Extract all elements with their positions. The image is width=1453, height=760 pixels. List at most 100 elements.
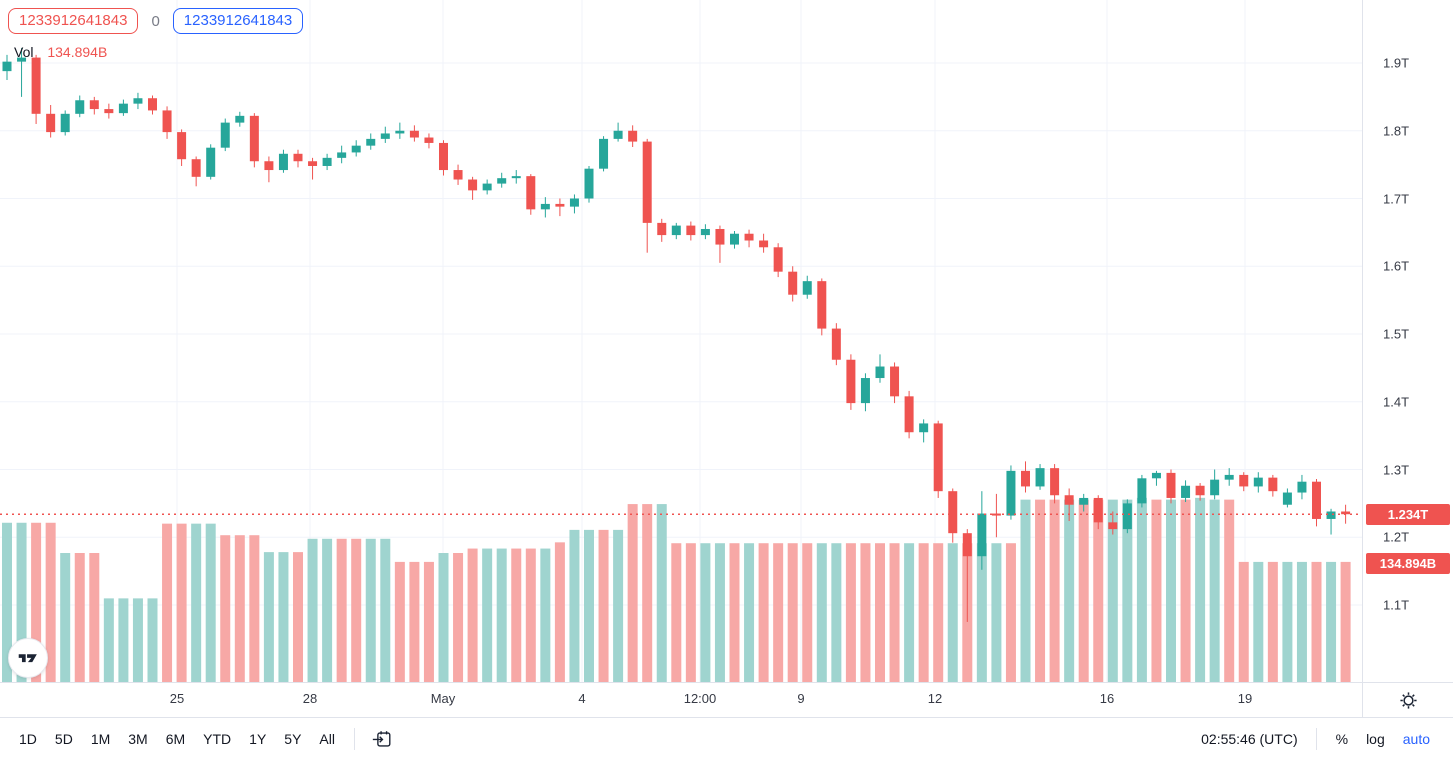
candle <box>1108 511 1118 535</box>
source-badge-red[interactable]: 1233912641843 <box>8 8 139 34</box>
candle <box>162 106 172 139</box>
toolbar-right: 02:55:46 (UTC) % log auto <box>1201 726 1439 752</box>
range-button-6m[interactable]: 6M <box>157 726 194 752</box>
volume-bar <box>1195 497 1206 682</box>
chart-pane[interactable]: 1233912641843 0 1233912641843 Vol 134.89… <box>0 0 1362 682</box>
x-axis-label: 12 <box>927 691 943 706</box>
volume-bar <box>1311 561 1322 682</box>
candlestick-chart[interactable] <box>0 0 1362 682</box>
volume-bar <box>263 552 274 682</box>
volume-bar <box>1107 499 1118 682</box>
log-scale-button[interactable]: log <box>1357 726 1394 752</box>
candle <box>846 354 856 410</box>
toolbar-ranges: 1D 5D 1M 3M 6M YTD 1Y 5Y All <box>10 725 399 753</box>
volume-bar <box>1224 499 1235 682</box>
volume-bar <box>1267 561 1278 682</box>
volume-bar <box>1340 561 1351 682</box>
volume-bar <box>162 523 173 682</box>
volume-bar <box>147 598 158 682</box>
volume-bar <box>1209 499 1220 682</box>
volume-bars <box>2 497 1351 682</box>
toolbar-divider-right <box>1315 728 1317 750</box>
candle <box>904 390 914 439</box>
volume-bar <box>423 561 434 682</box>
candle <box>497 172 507 188</box>
candle <box>948 488 958 543</box>
candle <box>46 105 56 138</box>
volume-bar <box>598 529 609 682</box>
candle <box>526 174 536 215</box>
candle <box>482 179 492 195</box>
candle <box>977 491 987 570</box>
volume-bar <box>380 538 391 682</box>
range-button-all[interactable]: All <box>310 726 344 752</box>
volume-bar <box>1122 499 1133 682</box>
candle <box>380 126 390 143</box>
candle <box>31 54 41 124</box>
candle <box>1006 465 1016 520</box>
candle <box>933 420 943 498</box>
range-button-1d[interactable]: 1D <box>10 726 46 752</box>
candle <box>293 149 303 168</box>
time-axis[interactable]: 25 28 May 4 12:00 9 12 16 19 <box>0 682 1362 717</box>
range-button-ytd[interactable]: YTD <box>194 726 240 752</box>
volume-bar <box>16 522 27 682</box>
candle <box>1312 478 1321 527</box>
volume-bar <box>613 529 624 682</box>
volume-bar <box>700 543 711 682</box>
candle <box>89 96 99 115</box>
clock[interactable]: 02:55:46 (UTC) <box>1201 731 1298 747</box>
percent-scale-button[interactable]: % <box>1327 726 1357 752</box>
volume-bar <box>336 538 347 682</box>
candle <box>919 419 929 443</box>
go-to-date-button[interactable] <box>365 725 399 753</box>
volume-bar <box>1020 499 1031 682</box>
range-button-1y[interactable]: 1Y <box>240 726 275 752</box>
candle <box>860 373 870 412</box>
range-button-3m[interactable]: 3M <box>119 726 156 752</box>
settings-gear-icon[interactable] <box>1399 691 1418 710</box>
candle <box>468 176 478 200</box>
volume-bar <box>1253 561 1264 682</box>
range-button-1m[interactable]: 1M <box>82 726 119 752</box>
y-axis-label: 1.6T <box>1383 258 1410 274</box>
y-axis-label: 1.9T <box>1383 55 1410 71</box>
volume-label: Vol <box>14 44 34 60</box>
range-button-5d[interactable]: 5D <box>46 726 82 752</box>
legend-zero: 0 <box>151 12 160 30</box>
price-badge: 1.234T <box>1366 503 1450 525</box>
source-badge-blue[interactable]: 1233912641843 <box>172 8 304 34</box>
volume-bar <box>1035 499 1046 682</box>
volume-bar <box>1005 543 1016 682</box>
candle <box>744 229 754 248</box>
tradingview-logo-icon <box>18 654 37 663</box>
y-axis-label: 1.4T <box>1383 394 1410 410</box>
volume-bar <box>132 598 143 682</box>
auto-scale-button[interactable]: auto <box>1394 726 1439 752</box>
candle <box>177 129 187 166</box>
price-axis[interactable]: 1.9T 1.8T 1.7T 1.6T 1.5T 1.4T 1.3T 1.2T 1.1T 1.2… <box>1362 0 1453 682</box>
volume-bar <box>744 543 755 682</box>
legend: 1233912641843 0 1233912641843 Vol 134.89… <box>8 8 304 60</box>
bottom-toolbar: 1D 5D 1M 3M 6M YTD 1Y 5Y All 02:55:46 (UTC) % lo… <box>0 717 1453 760</box>
volume-bar <box>409 561 420 682</box>
y-axis-label: 1.3T <box>1383 462 1410 477</box>
candle <box>1035 464 1045 490</box>
tradingview-logo[interactable] <box>8 638 48 678</box>
volume-bar <box>293 552 303 682</box>
candle <box>671 222 681 240</box>
candle <box>60 110 70 136</box>
candle <box>1268 474 1278 497</box>
range-button-5y[interactable]: 5Y <box>275 726 310 752</box>
volume-bar <box>307 538 318 682</box>
candle <box>104 103 114 119</box>
candle <box>1122 499 1132 534</box>
volume-bar <box>89 553 100 682</box>
candle <box>17 48 27 97</box>
volume-bar <box>1064 499 1075 682</box>
candle <box>773 243 783 278</box>
candle <box>133 92 143 110</box>
candle <box>875 354 885 383</box>
candle <box>206 144 216 180</box>
candle <box>322 153 332 171</box>
